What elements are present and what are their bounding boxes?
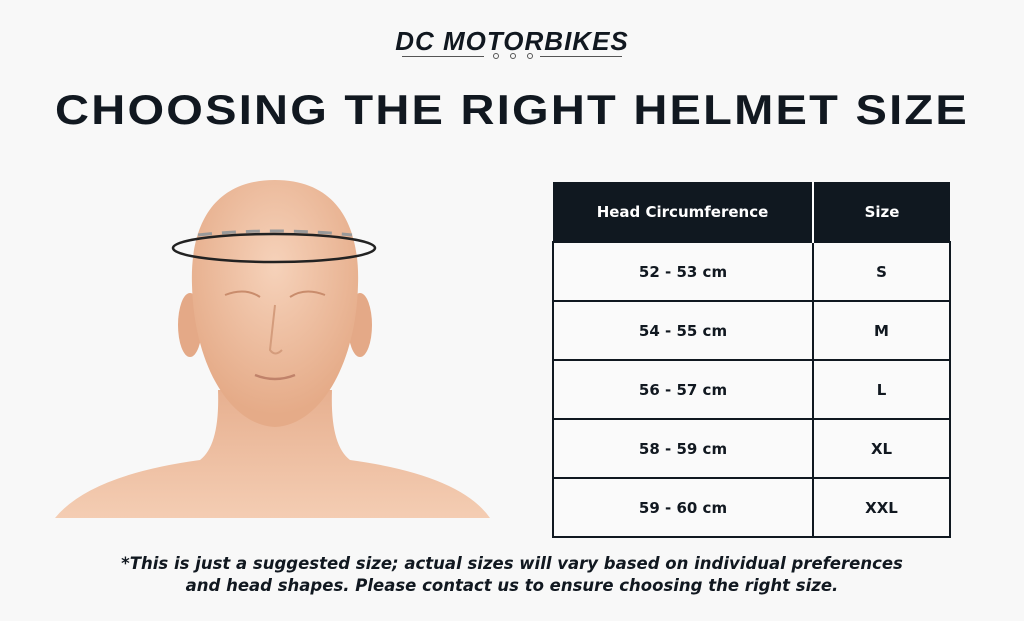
- logo-dot: [527, 53, 533, 59]
- head-illustration: [55, 180, 490, 518]
- size-cell: L: [812, 359, 951, 420]
- page-title: CHOOSING THE RIGHT HELMET SIZE: [55, 86, 969, 133]
- size-cell: M: [812, 300, 951, 361]
- note-line-1: *This is just a suggested size; actual s…: [121, 554, 903, 573]
- table-header-row: Head Circumference Size: [553, 182, 950, 242]
- header-head-circumference: Head Circumference: [553, 182, 814, 242]
- table-row: 52 - 53 cm S: [552, 241, 951, 302]
- size-table: Head Circumference Size 52 - 53 cm S 54 -…: [552, 182, 951, 538]
- disclaimer-note: *This is just a suggested size; actual s…: [0, 553, 1024, 597]
- logo-dot: [493, 53, 499, 59]
- size-cell: XL: [812, 418, 951, 479]
- note-line-2: and head shapes. Please contact us to en…: [185, 576, 839, 595]
- logo: DC MOTORBIKES: [395, 26, 629, 56]
- table-row: 54 - 55 cm M: [552, 300, 951, 361]
- logo-divider: [402, 56, 484, 57]
- table-row: 56 - 57 cm L: [552, 359, 951, 420]
- logo-divider: [540, 56, 622, 57]
- table-row: 58 - 59 cm XL: [552, 418, 951, 479]
- circumference-cell: 58 - 59 cm: [552, 418, 814, 479]
- circumference-cell: 52 - 53 cm: [552, 241, 814, 302]
- table-row: 59 - 60 cm XXL: [552, 477, 951, 538]
- circumference-cell: 54 - 55 cm: [552, 300, 814, 361]
- header-size: Size: [813, 182, 950, 242]
- size-cell: S: [812, 241, 951, 302]
- circumference-cell: 56 - 57 cm: [552, 359, 814, 420]
- size-cell: XXL: [812, 477, 951, 538]
- logo-dot: [510, 53, 516, 59]
- circumference-cell: 59 - 60 cm: [552, 477, 814, 538]
